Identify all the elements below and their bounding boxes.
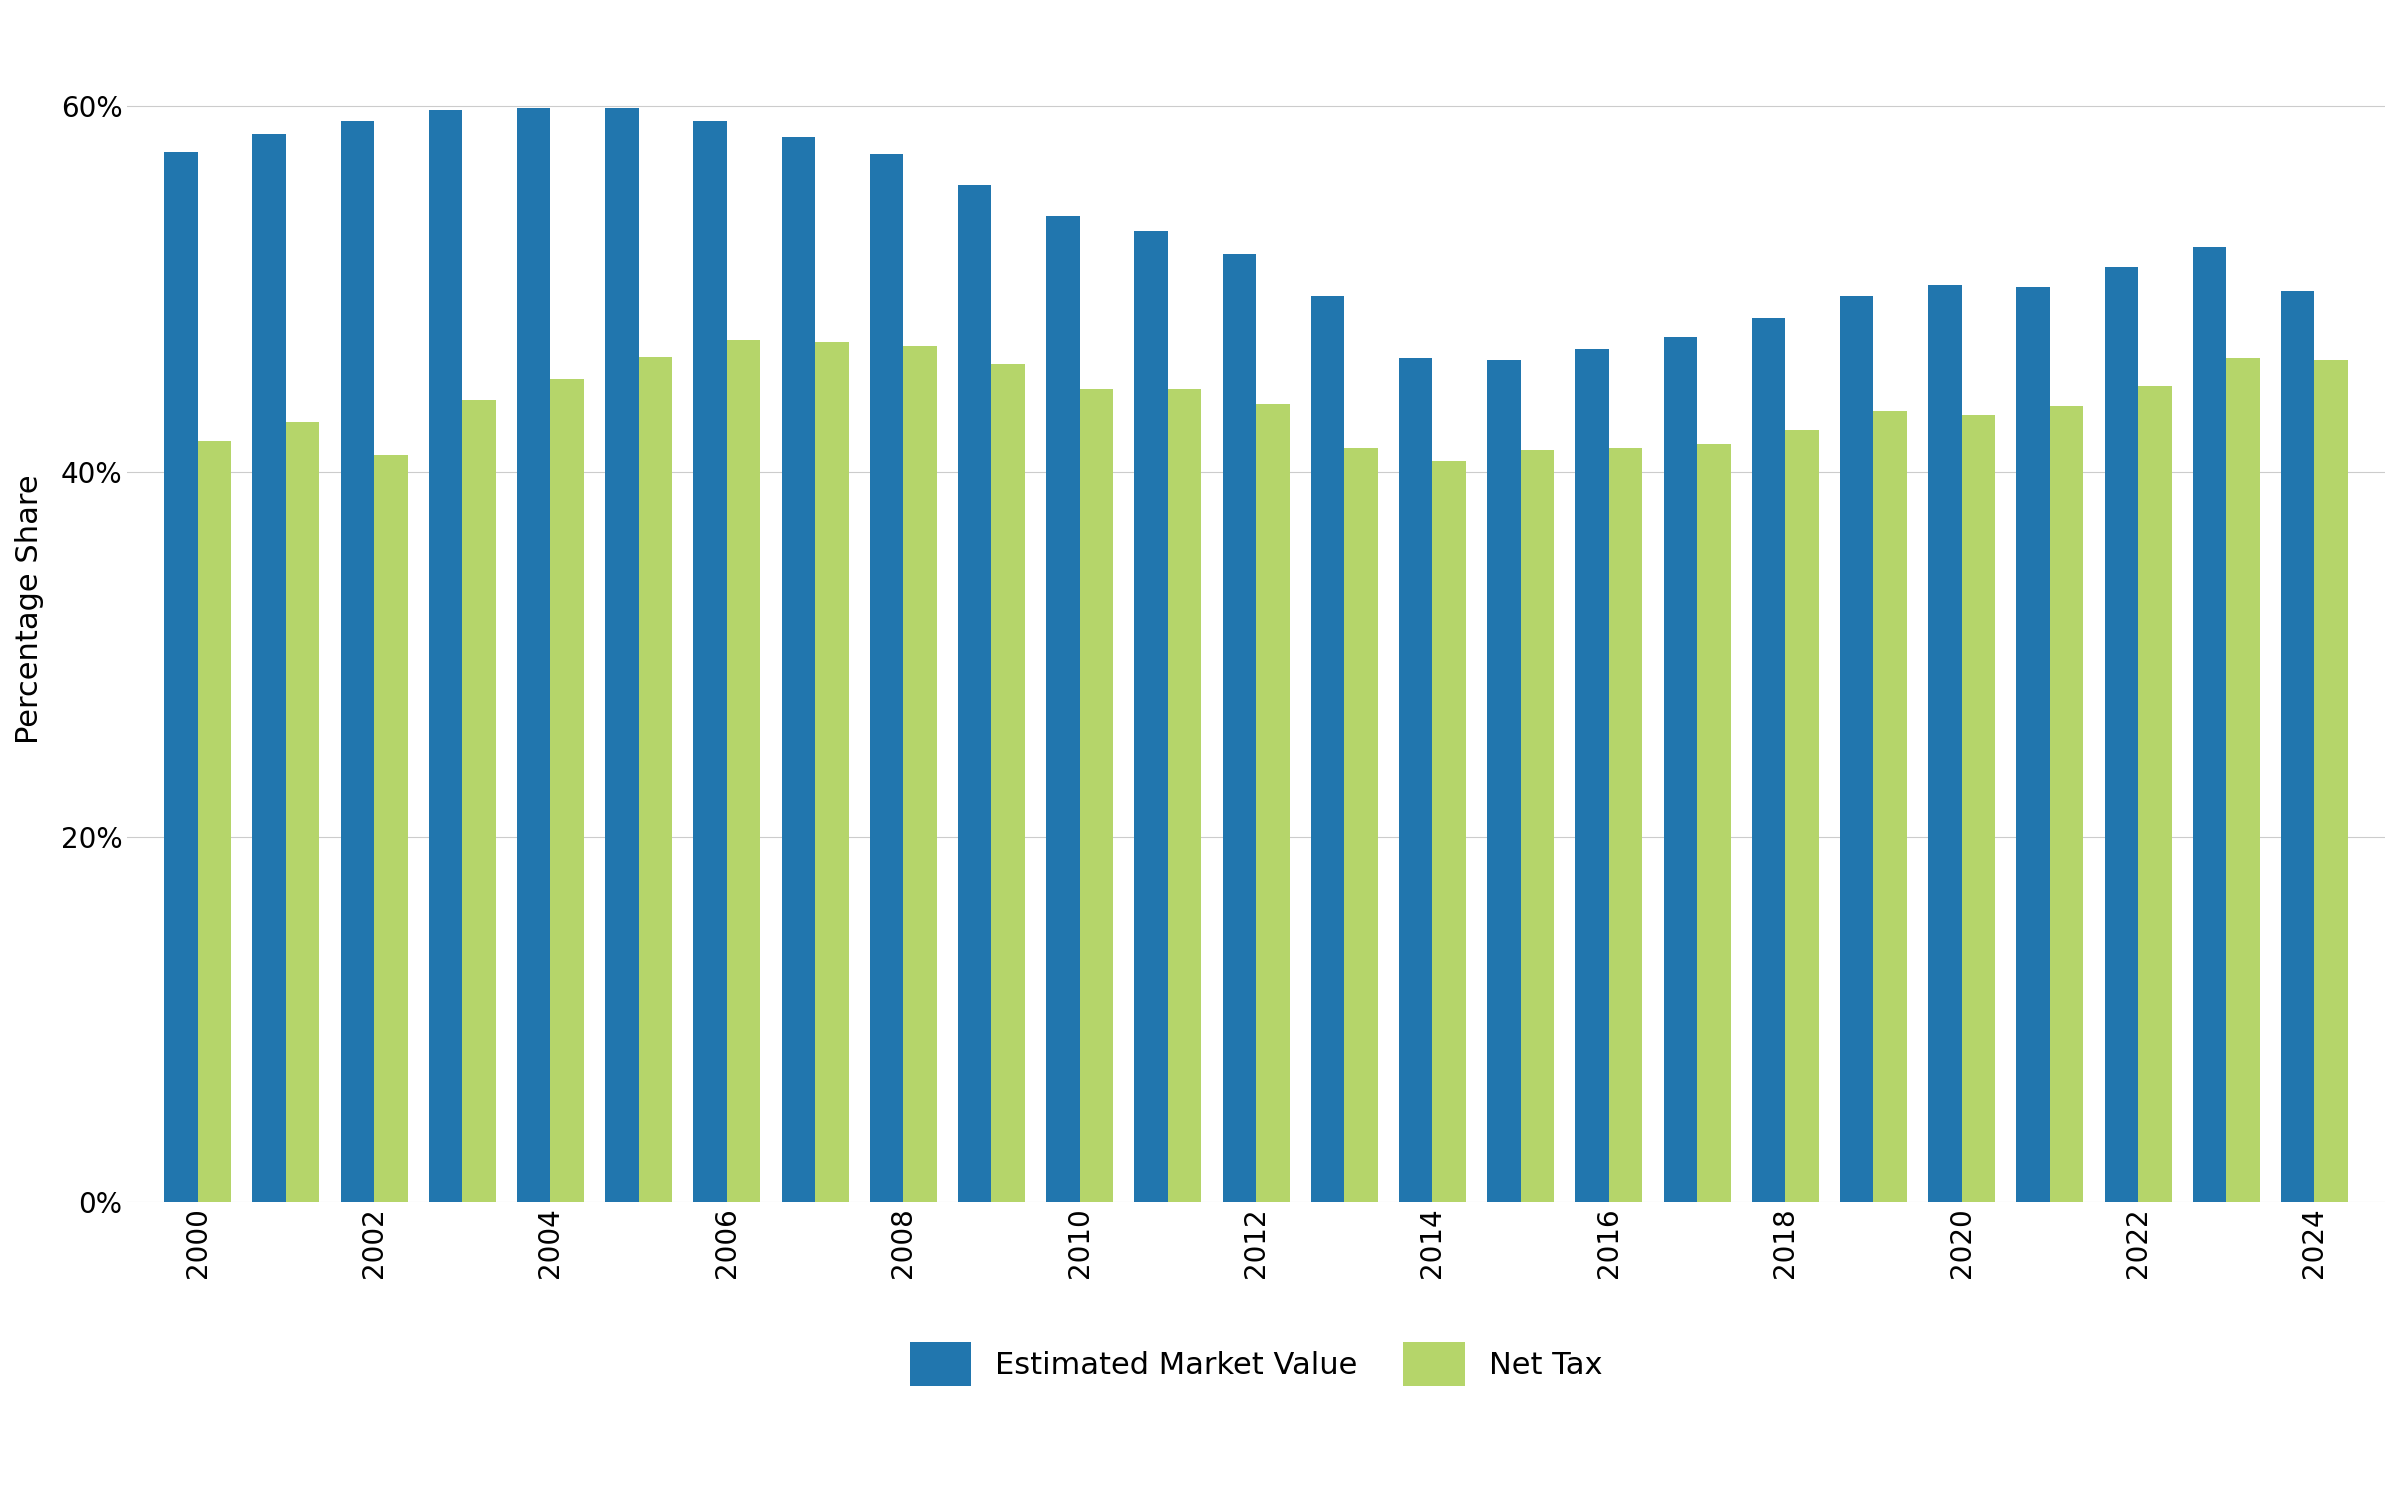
Bar — [1752, 318, 1786, 1203]
Bar — [1080, 390, 1114, 1203]
Bar — [1786, 429, 1819, 1203]
Bar — [2105, 267, 2138, 1203]
Bar — [605, 108, 638, 1203]
Bar — [1574, 350, 1608, 1203]
Bar — [1874, 411, 1908, 1203]
Bar — [1255, 404, 1289, 1203]
Bar — [1344, 448, 1378, 1203]
Bar — [1169, 390, 1202, 1203]
Bar — [782, 138, 816, 1203]
Bar — [1841, 297, 1874, 1203]
Bar — [991, 364, 1025, 1203]
Bar — [1663, 336, 1697, 1203]
Bar — [1522, 450, 1555, 1203]
Bar — [1135, 231, 1169, 1203]
Bar — [1488, 360, 1522, 1203]
Bar — [2280, 291, 2314, 1203]
Legend: Estimated Market Value, Net Tax: Estimated Market Value, Net Tax — [895, 1328, 1618, 1401]
Bar — [516, 108, 550, 1203]
Bar — [2016, 286, 2050, 1203]
Bar — [1399, 358, 1433, 1203]
Bar — [694, 122, 727, 1203]
Bar — [1433, 460, 1466, 1203]
Bar — [869, 154, 902, 1203]
Bar — [341, 122, 374, 1203]
Bar — [1222, 255, 1255, 1203]
Bar — [1310, 297, 1344, 1203]
Bar — [1046, 216, 1080, 1203]
Bar — [1697, 444, 1730, 1203]
Bar — [1961, 416, 1994, 1203]
Bar — [252, 134, 286, 1203]
Bar — [550, 378, 583, 1203]
Bar — [463, 400, 497, 1203]
Bar — [902, 345, 936, 1203]
Bar — [430, 110, 463, 1203]
Bar — [163, 152, 197, 1203]
Bar — [286, 423, 319, 1203]
Bar — [2194, 248, 2227, 1203]
Y-axis label: Percentage Share: Percentage Share — [14, 474, 43, 744]
Bar — [2314, 360, 2347, 1203]
Bar — [2050, 406, 2083, 1203]
Bar — [2227, 358, 2261, 1203]
Bar — [1927, 285, 1961, 1203]
Bar — [2138, 386, 2172, 1203]
Bar — [638, 357, 672, 1203]
Bar — [374, 454, 408, 1203]
Bar — [816, 342, 850, 1203]
Bar — [1608, 448, 1642, 1203]
Bar — [727, 340, 761, 1203]
Bar — [197, 441, 230, 1203]
Bar — [958, 184, 991, 1203]
